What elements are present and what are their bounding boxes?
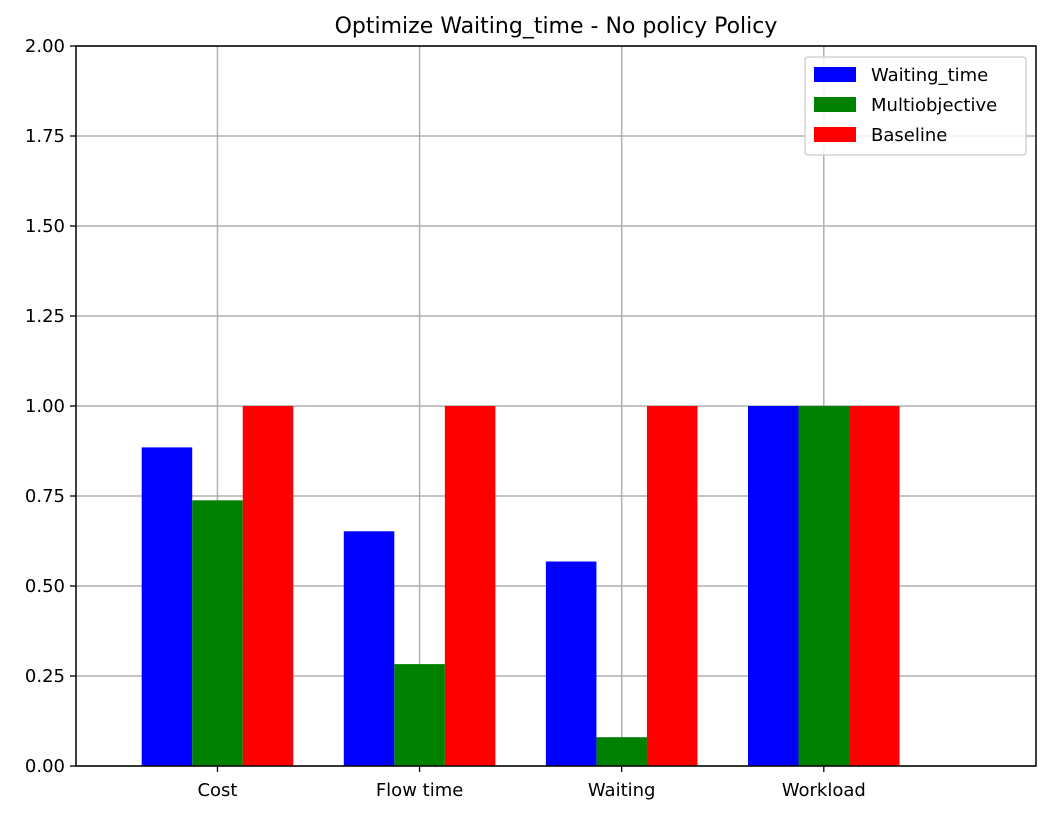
legend-swatch [814,97,856,112]
bar-waiting-time [343,531,395,766]
bar-baseline [444,406,496,766]
legend-label: Baseline [871,125,947,146]
bar-baseline [849,406,900,766]
bar-waiting-time [748,406,799,766]
y-tick-label: 0.75 [25,486,65,507]
bar-waiting-time [141,447,193,766]
legend-box [804,56,1027,156]
bar-multiobjective [596,737,647,766]
ticks-layer: 0.00 0.25 0.50 0.75 1.00 1.25 1.50 1.75 2.00 Cost… [25,36,866,801]
chart-title: Optimize Waiting_time - No policy Policy [335,14,778,39]
bar-baseline [242,406,294,766]
bar-multiobjective [798,406,850,766]
y-tick-label: 0.50 [25,576,65,597]
bar-baseline [646,406,698,766]
bar-waiting-time [545,561,597,766]
legend-swatch [814,67,856,82]
y-tick-label: 1.50 [25,216,65,237]
y-tick-label: 1.00 [25,396,65,417]
x-tick-label: Flow time [376,780,463,801]
bar-multiobjective [192,500,243,766]
x-tick-label: Cost [197,780,237,801]
x-tick-label: Waiting [588,780,656,801]
bar-multiobjective [394,664,445,766]
y-tick-label: 2.00 [25,36,65,57]
legend-label: Waiting_time [871,65,988,86]
legend-label: Multiobjective [871,95,997,116]
legend-swatch [814,127,856,142]
x-tick-label: Workload [782,780,866,801]
y-tick-label: 0.25 [25,666,65,687]
y-tick-label: 1.75 [25,126,65,147]
legend: Waiting_time Multiobjective Baseline [804,56,1027,156]
y-tick-label: 0.00 [25,756,65,777]
y-tick-label: 1.25 [25,306,65,327]
bars-layer [141,406,900,766]
